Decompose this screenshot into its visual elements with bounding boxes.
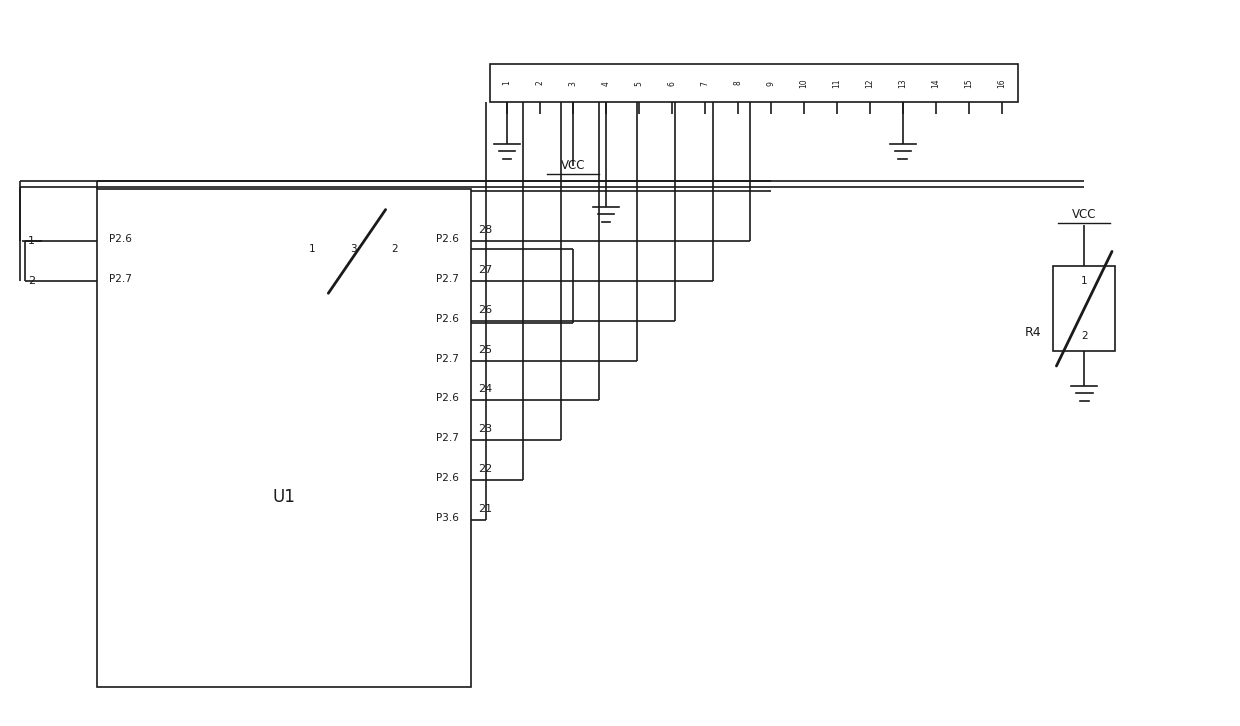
Text: 13: 13 xyxy=(899,78,908,88)
Text: 4: 4 xyxy=(601,81,610,86)
Text: 2: 2 xyxy=(536,81,544,86)
Text: P3.6: P3.6 xyxy=(435,513,459,523)
Text: P2.7: P2.7 xyxy=(435,274,459,284)
Text: 6: 6 xyxy=(667,81,677,86)
Bar xyxy=(296,227,410,272)
Text: 2: 2 xyxy=(29,276,35,286)
Text: 2: 2 xyxy=(392,245,398,254)
Text: P2.7: P2.7 xyxy=(435,433,459,443)
Text: 7: 7 xyxy=(701,81,709,86)
Text: 1: 1 xyxy=(1081,277,1087,286)
Bar xyxy=(1053,266,1115,351)
Text: 28: 28 xyxy=(479,225,492,235)
Bar xyxy=(97,189,470,687)
Text: P2.6: P2.6 xyxy=(435,473,459,483)
Text: P2.6: P2.6 xyxy=(109,234,131,244)
Text: 1: 1 xyxy=(502,81,511,86)
Text: P2.6: P2.6 xyxy=(435,234,459,244)
Text: U1: U1 xyxy=(273,489,295,507)
Bar xyxy=(491,64,1018,102)
Text: 15: 15 xyxy=(965,78,973,88)
Text: 11: 11 xyxy=(832,78,842,88)
Text: VCC: VCC xyxy=(1071,208,1096,221)
Text: R4: R4 xyxy=(1024,326,1042,339)
Text: 1: 1 xyxy=(29,236,35,246)
Text: 22: 22 xyxy=(479,464,492,474)
Text: 25: 25 xyxy=(479,345,492,354)
Text: P2.6: P2.6 xyxy=(435,393,459,404)
Text: 26: 26 xyxy=(479,305,492,314)
Text: P2.7: P2.7 xyxy=(109,274,131,284)
Text: 3: 3 xyxy=(350,245,357,254)
Text: 23: 23 xyxy=(479,424,492,434)
Text: 2: 2 xyxy=(1081,331,1087,341)
Text: 14: 14 xyxy=(931,78,940,88)
Text: 27: 27 xyxy=(479,265,492,275)
Text: P2.7: P2.7 xyxy=(435,354,459,364)
Text: 8: 8 xyxy=(734,81,743,86)
Text: 10: 10 xyxy=(800,78,808,88)
Text: 24: 24 xyxy=(479,384,492,394)
Text: P2.6: P2.6 xyxy=(435,314,459,324)
Text: 12: 12 xyxy=(866,78,874,88)
Text: 9: 9 xyxy=(766,81,775,86)
Text: 5: 5 xyxy=(635,81,644,86)
Text: 21: 21 xyxy=(479,504,492,514)
Text: 3: 3 xyxy=(568,81,578,86)
Text: R3: R3 xyxy=(320,208,336,221)
Text: VCC: VCC xyxy=(560,159,585,172)
Text: 16: 16 xyxy=(997,78,1007,88)
Text: 1: 1 xyxy=(309,245,315,254)
